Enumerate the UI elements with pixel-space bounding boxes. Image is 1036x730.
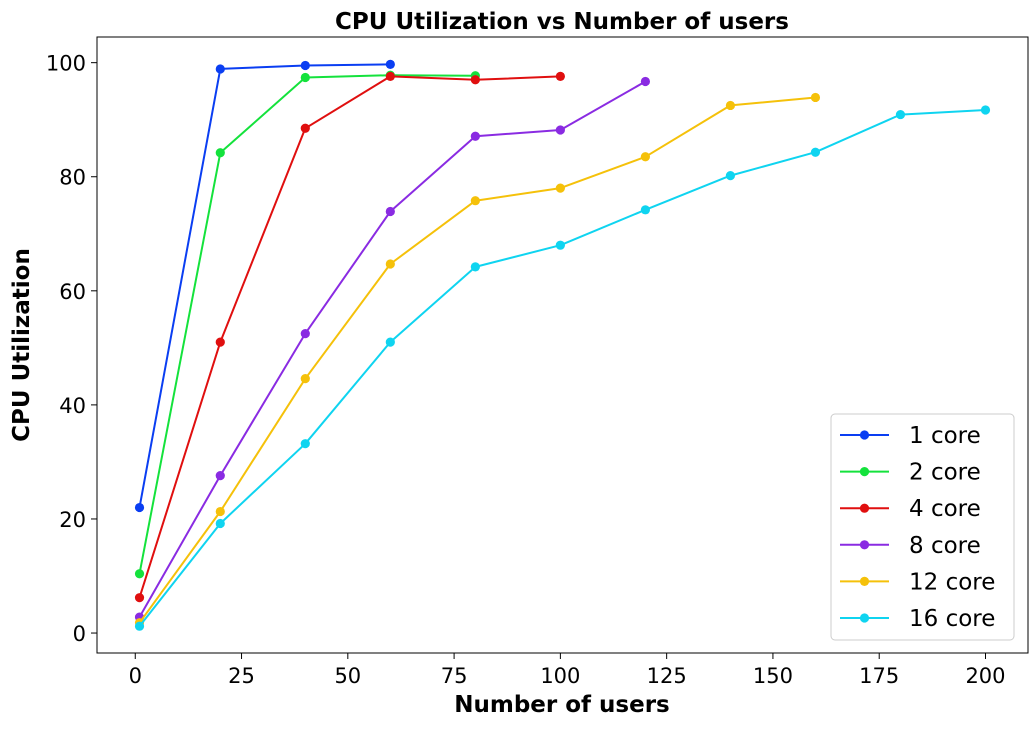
data-point: [810, 92, 821, 103]
series-1-core: [134, 59, 395, 513]
series-2-core: [134, 70, 480, 579]
data-point: [385, 259, 395, 269]
legend-label: 1 core: [909, 423, 981, 449]
x-tick-label: 100: [540, 664, 580, 688]
x-tick-label: 150: [753, 664, 793, 688]
series-4-core: [134, 71, 565, 603]
series-line: [138, 63, 391, 508]
x-tick-label: 25: [228, 664, 255, 688]
legend-item: 2 core: [840, 460, 981, 486]
data-point: [215, 64, 225, 74]
legend-marker: [859, 540, 870, 550]
legend-item: 12 core: [840, 569, 995, 595]
x-tick-label: 200: [965, 664, 1005, 688]
data-point: [470, 262, 480, 272]
legend-marker: [859, 467, 870, 477]
data-point: [215, 471, 225, 481]
data-point: [555, 125, 565, 135]
y-tick-label: 20: [59, 508, 86, 532]
x-tick-label: 175: [859, 664, 899, 688]
data-point: [640, 205, 650, 215]
y-tick-label: 100: [46, 52, 86, 76]
y-tick-label: 60: [59, 280, 86, 304]
x-tick-label: 50: [334, 664, 361, 688]
chart-title: CPU Utilization vs Number of users: [335, 9, 789, 35]
legend-item: 8 core: [840, 533, 981, 559]
x-tick-label: 75: [441, 664, 468, 688]
data-point: [300, 439, 310, 449]
series-line: [138, 75, 561, 599]
data-point: [640, 152, 650, 162]
data-point: [134, 569, 145, 579]
data-point: [215, 337, 225, 347]
data-point: [134, 502, 145, 513]
data-point: [215, 506, 225, 517]
data-point: [640, 76, 650, 87]
data-point: [134, 621, 145, 631]
data-point: [555, 71, 565, 81]
data-point: [385, 71, 395, 81]
data-point: [300, 123, 310, 133]
series-12-core: [134, 92, 821, 628]
series-line: [138, 74, 476, 574]
data-point: [470, 196, 480, 206]
data-point: [810, 147, 821, 157]
x-tick-label: 125: [647, 664, 687, 688]
data-point: [895, 109, 906, 120]
legend-label: 2 core: [909, 460, 981, 486]
data-point: [385, 206, 395, 217]
y-tick-label: 80: [59, 166, 86, 190]
legend-item: 16 core: [840, 606, 995, 632]
data-point: [385, 337, 395, 347]
legend-label: 12 core: [909, 569, 995, 595]
y-tick-label: 40: [59, 394, 86, 418]
data-point: [470, 131, 480, 141]
data-point: [555, 240, 565, 250]
series-16-core: [134, 105, 991, 631]
legend-item: 4 core: [840, 496, 981, 522]
series-8-core: [134, 76, 650, 622]
legend-box: [830, 413, 1015, 641]
y-tick-label: 0: [73, 622, 86, 646]
plot-area: 0 25 50 75 100 125 150 175 200 0 20 40 60 80 100: [46, 36, 1029, 688]
x-axis-label: Number of users: [454, 692, 670, 718]
legend-label: 16 core: [909, 606, 995, 632]
legend-marker: [859, 576, 870, 587]
series-line: [138, 96, 816, 624]
data-point: [300, 374, 310, 384]
legend-label: 8 core: [909, 533, 981, 559]
y-axis-label: CPU Utilization: [9, 248, 35, 442]
legend-label: 4 core: [909, 496, 981, 522]
data-point: [725, 171, 736, 181]
x-tick-label: 0: [129, 664, 142, 688]
data-point: [300, 72, 310, 83]
data-point: [300, 328, 310, 339]
legend-marker: [859, 430, 870, 440]
legend: 1 core 2 core 4 core 8 core 12 core 16 core: [830, 413, 1015, 641]
legend-marker: [859, 613, 870, 623]
data-point: [385, 59, 395, 69]
data-point: [300, 60, 310, 71]
data-point: [980, 105, 991, 115]
data-point: [134, 593, 145, 603]
data-point: [215, 148, 225, 158]
plot-frame: [96, 36, 1029, 654]
data-point: [725, 100, 736, 111]
legend-marker: [859, 503, 870, 513]
series-line: [138, 80, 646, 618]
data-point: [215, 518, 225, 529]
legend-item: 1 core: [840, 423, 981, 449]
data-point: [555, 183, 565, 193]
data-point: [470, 75, 480, 85]
